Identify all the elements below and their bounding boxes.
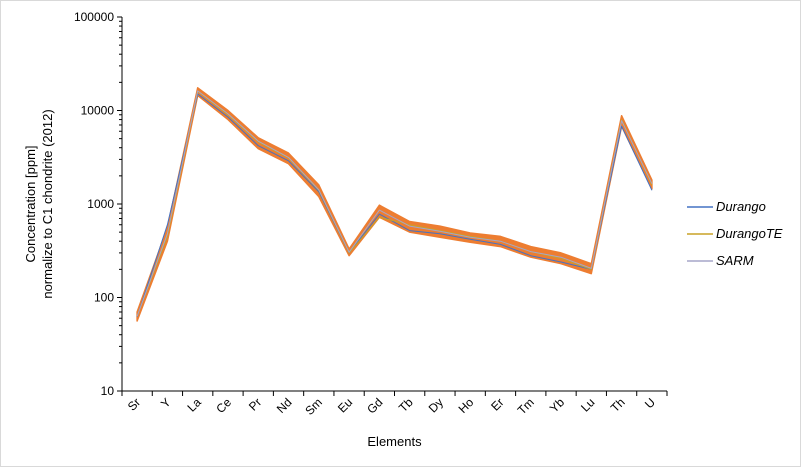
axes: 10 100 1000 10000 100000 Sr Y La Ce Pr Nd Sm Eu Gd Tb D…	[74, 10, 668, 418]
x-tick-label-la: La	[184, 395, 204, 415]
x-tick-label-tb: Tb	[396, 395, 416, 415]
x-tick-label-ce: Ce	[213, 395, 234, 416]
x-tick-label-gd: Gd	[364, 395, 385, 416]
x-tick-label-yb: Yb	[547, 395, 568, 416]
x-tick-label-sm: Sm	[302, 395, 325, 418]
legend-item-sarm: SARM	[687, 253, 754, 268]
y-tick-label: 10000	[81, 104, 115, 118]
legend-item-durangote: DurangoTE	[687, 226, 783, 241]
x-tick-label-tm: Tm	[515, 395, 537, 417]
y-axis-title-line-2: normalize to C1 chondrite (2012)	[40, 109, 55, 298]
y-tick-label: 10	[101, 384, 115, 398]
legend-label: DurangoTE	[716, 226, 783, 241]
legend-label: Durango	[716, 199, 766, 214]
x-tick-label-er: Er	[488, 395, 506, 413]
x-tick-label-dy: Dy	[426, 395, 446, 415]
x-tick-label-u: U	[642, 395, 658, 411]
legend: Durango DurangoTE SARM	[687, 199, 783, 268]
series-line-durangote	[136, 90, 653, 317]
legend-label: SARM	[716, 253, 754, 268]
series-line-sarm	[136, 90, 653, 317]
y-tick-label: 1000	[87, 197, 114, 211]
y-tick-label: 100000	[74, 10, 114, 24]
envelope-band-area	[136, 87, 653, 322]
x-tick-label-ho: Ho	[456, 395, 477, 416]
series-line-durango	[136, 93, 653, 318]
y-axis-title-line-1: Concentration [ppm]	[23, 145, 38, 262]
x-tick-label-lu: Lu	[578, 395, 597, 414]
sample-envelope-band	[136, 87, 653, 322]
x-axis-title: Elements	[367, 434, 422, 449]
series-lines	[136, 90, 653, 318]
x-tick-label-th: Th	[608, 395, 628, 415]
legend-item-durango: Durango	[687, 199, 766, 214]
x-tick-label-sr: Sr	[125, 395, 143, 413]
x-tick-label-pr: Pr	[246, 395, 264, 413]
x-tick-label-nd: Nd	[274, 395, 295, 416]
x-tick-label-eu: Eu	[335, 395, 355, 415]
x-tick-label-y: Y	[158, 395, 174, 411]
y-tick-label: 100	[94, 291, 114, 305]
